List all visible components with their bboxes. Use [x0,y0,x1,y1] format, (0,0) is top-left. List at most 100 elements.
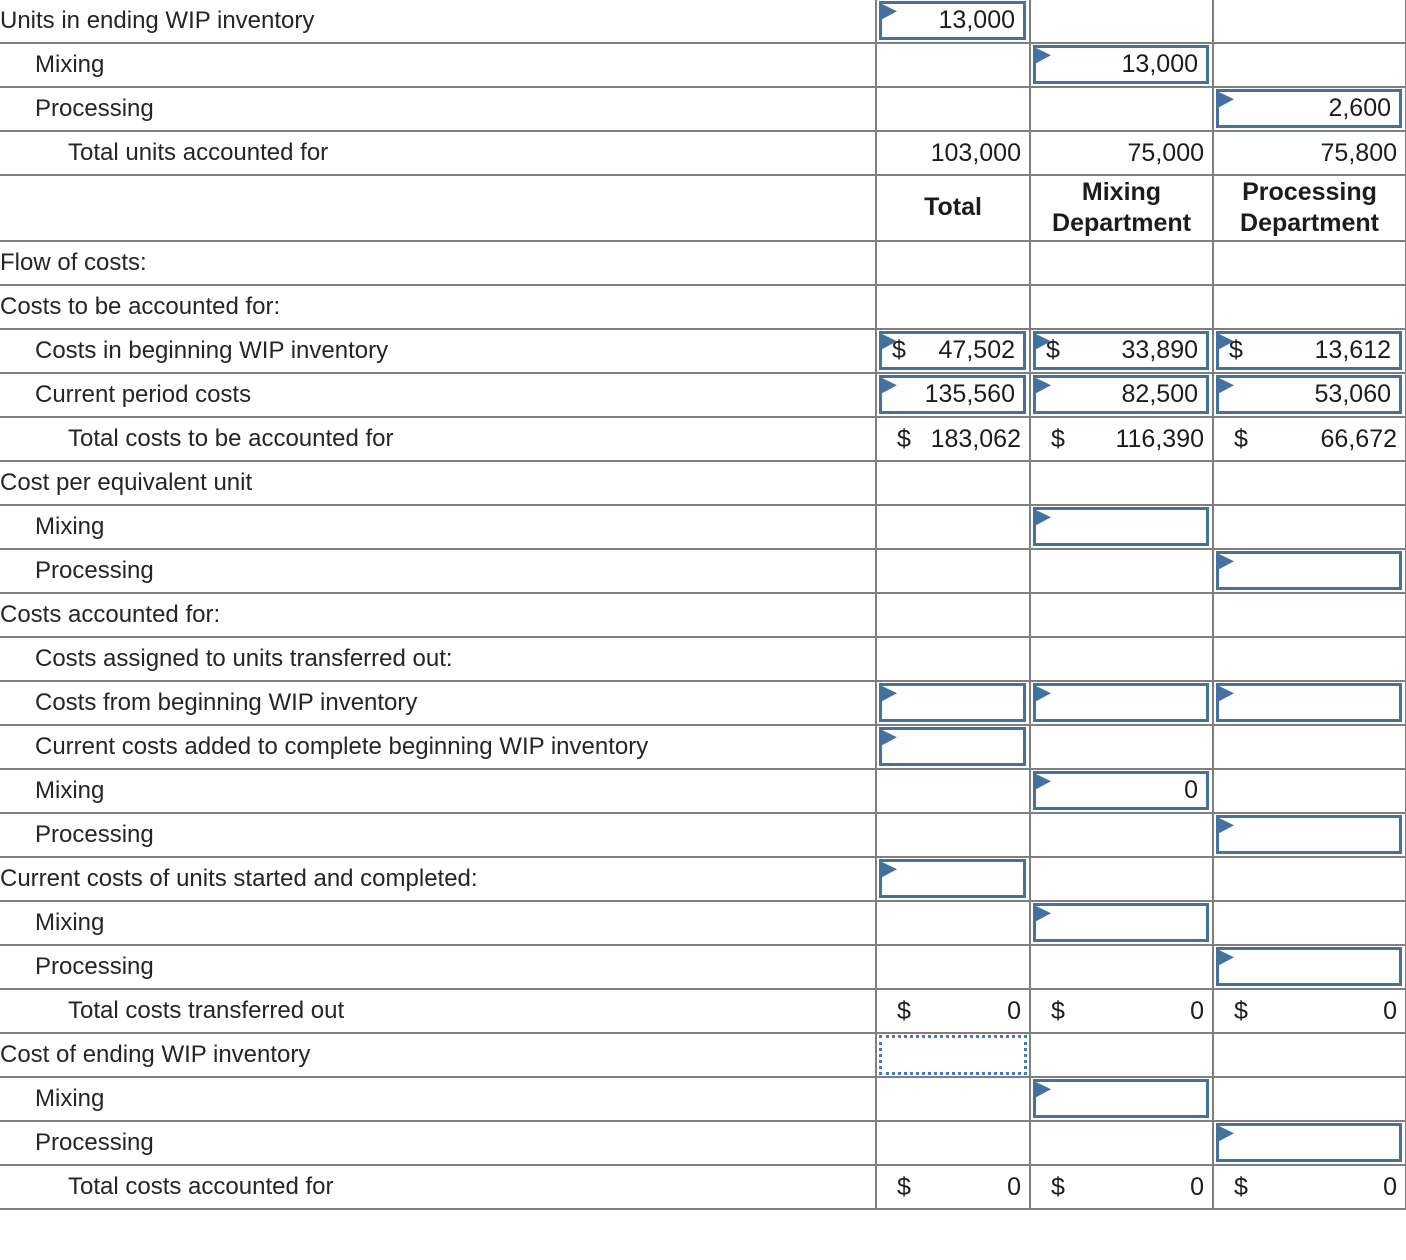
empty-cell [1212,0,1406,44]
answer-input-total[interactable] [879,859,1026,898]
answer-input-mixing[interactable]: $33,890 [1033,331,1209,370]
cell-processing: $0 [1212,1164,1406,1210]
empty-cell [875,86,1031,132]
answer-input-mixing[interactable]: 13,000 [1033,45,1209,84]
cell-total [875,856,1031,902]
cell-value: 75,800 [1320,138,1397,167]
cell-mixing: 0 [1029,768,1214,814]
empty-cell [875,240,1031,286]
cell-mixing: $0 [1029,1164,1214,1210]
cell-processing: 75,800 [1212,130,1406,176]
empty-cell [1029,592,1214,638]
empty-cell [1029,240,1214,286]
cell-value: 183,062 [930,424,1021,453]
row-label: Total costs transferred out [0,988,877,1034]
computed-value: $0 [878,1167,1028,1207]
table-row: Costs accounted for: [0,592,1406,638]
answer-input-processing[interactable] [1216,815,1402,854]
cell-mixing [1029,680,1214,726]
answer-input-mixing[interactable]: 0 [1033,771,1209,810]
table-row: Processing [0,944,1406,990]
cell-total: $183,062 [875,416,1031,462]
cell-value: 103,000 [930,138,1021,167]
empty-cell [1029,724,1214,770]
answer-input-processing[interactable]: 53,060 [1216,375,1402,414]
row-label: Costs in beginning WIP inventory [0,328,877,374]
answer-input-mixing[interactable]: 82,500 [1033,375,1209,414]
empty-cell [875,592,1031,638]
empty-cell [1029,460,1214,506]
empty-cell [1212,592,1406,638]
empty-cell [1212,636,1406,682]
answer-input-total[interactable]: 13,000 [879,1,1026,40]
input-value: 13,000 [1121,50,1198,78]
currency-symbol: $ [1229,336,1243,364]
row-label: Current costs added to complete beginnin… [0,724,877,770]
cell-total: $0 [875,1164,1031,1210]
column-header-mixing: Mixing Department [1029,174,1214,242]
input-value: 0 [1184,776,1198,804]
table-row: Costs to be accounted for: [0,284,1406,330]
answer-input-mixing[interactable] [1033,507,1209,546]
answer-flag-icon [1036,686,1051,702]
currency-symbol: $ [897,424,911,453]
cell-mixing: $0 [1029,988,1214,1034]
table-row: Costs in beginning WIP inventory $47,502 $… [0,328,1406,374]
row-label: Flow of costs: [0,240,877,286]
answer-flag-icon [1219,818,1234,834]
answer-input-processing[interactable] [1216,683,1402,722]
cell-mixing [1029,1076,1214,1122]
table-row: Cost of ending WIP inventory [0,1032,1406,1078]
input-value: 13,000 [938,6,1015,34]
row-label: Processing [0,1120,877,1166]
currency-symbol: $ [1051,424,1065,453]
cell-value: 0 [1190,1172,1204,1201]
empty-cell [1029,856,1214,902]
answer-flag-icon [1036,378,1051,394]
empty-cell [1029,0,1214,44]
row-label: Mixing [0,900,877,946]
row-label: Processing [0,86,877,132]
table-row: Mixing [0,504,1406,550]
answer-flag-icon [1219,554,1234,570]
empty-cell [1212,900,1406,946]
answer-input-processing[interactable]: $13,612 [1216,331,1402,370]
computed-value: $116,390 [1032,419,1211,459]
answer-input-mixing[interactable] [1033,1079,1209,1118]
answer-input-total[interactable] [879,683,1026,722]
empty-cell [1029,548,1214,594]
table-row: Mixing 0 [0,768,1406,814]
column-header-total: Total [875,174,1031,242]
answer-flag-icon [1219,378,1234,394]
currency-symbol: $ [1234,1172,1248,1201]
answer-flag-icon [1036,510,1051,526]
answer-flag-icon [882,378,897,394]
answer-input-total[interactable] [879,727,1026,766]
row-label: Total costs to be accounted for [0,416,877,462]
answer-input-processing[interactable] [1216,551,1402,590]
cell-value: 0 [1383,996,1397,1025]
answer-input-processing[interactable]: 2,600 [1216,89,1402,128]
cell-mixing [1029,900,1214,946]
input-value: 53,060 [1314,380,1391,408]
cell-mixing: $33,890 [1029,328,1214,374]
table-row: Processing [0,812,1406,858]
answer-input-processing[interactable] [1216,1123,1402,1162]
computed-value: $0 [1032,1167,1211,1207]
empty-cell [1029,1120,1214,1166]
answer-input-mixing[interactable] [1033,903,1209,942]
cell-processing: $66,672 [1212,416,1406,462]
answer-input-total[interactable]: $47,502 [879,331,1026,370]
empty-cell [1212,42,1406,88]
answer-input-mixing[interactable] [1033,683,1209,722]
answer-flag-icon [1036,774,1051,790]
answer-input-processing[interactable] [1216,947,1402,986]
row-label: Costs from beginning WIP inventory [0,680,877,726]
active-selection-cell[interactable] [879,1035,1027,1075]
answer-input-total[interactable]: 135,560 [879,375,1026,414]
table-row: Units in ending WIP inventory 13,000 [0,0,1406,44]
empty-cell [1212,1076,1406,1122]
empty-cell [875,944,1031,990]
empty-cell [1212,504,1406,550]
cell-processing: 53,060 [1212,372,1406,418]
